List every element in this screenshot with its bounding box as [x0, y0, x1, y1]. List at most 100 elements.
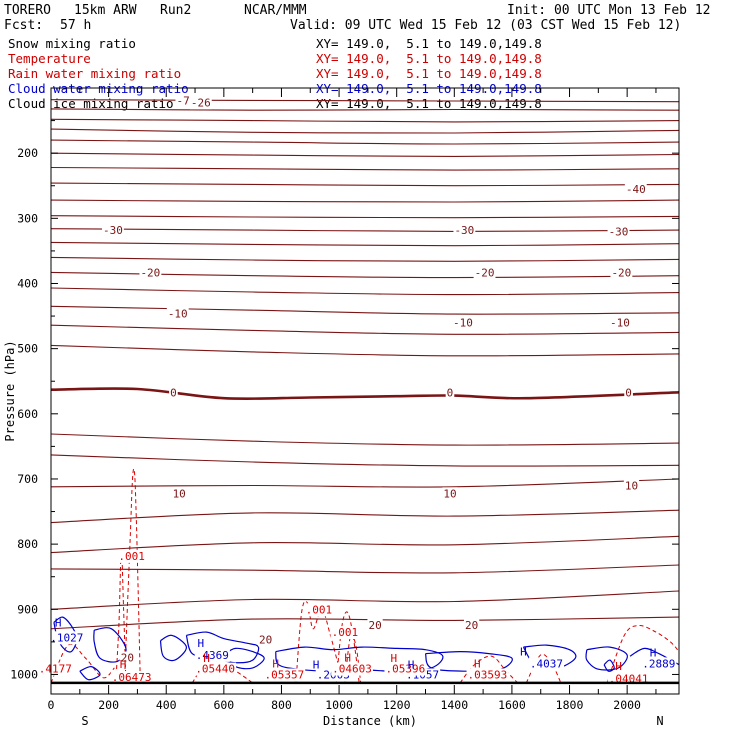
contour-label-gap — [641, 657, 677, 671]
contour-label-gap — [610, 266, 633, 280]
contour-label-gap — [452, 316, 474, 330]
contour-label-gap — [117, 549, 146, 563]
isotherm-line — [50, 433, 680, 446]
rain-contour — [335, 611, 360, 683]
contour-label-gap — [384, 662, 427, 676]
y-tick-label: 200 — [17, 146, 38, 160]
x-end-label-south: S — [81, 714, 88, 728]
contour-label: .05440 — [195, 663, 235, 676]
header-init: Init: 00 UTC Mon 13 Feb 12 — [507, 3, 711, 18]
contour-label: .001 — [118, 550, 145, 563]
isotherm-line — [50, 564, 680, 574]
extremum-mark: H — [55, 616, 62, 629]
rain-contour — [295, 600, 340, 683]
contour-label: .06473 — [112, 671, 152, 684]
x-tick-label: 1600 — [498, 698, 526, 712]
y-tick-label: 600 — [17, 407, 38, 421]
x-axis-label: Distance (km) — [323, 714, 417, 728]
contour-label-gap — [257, 633, 274, 647]
contour-label-gap — [609, 316, 631, 330]
field-xy-cloud-ice: XY= 149.0, 5.1 to 149.0,149.8 — [316, 96, 542, 111]
contour-label: -26 — [191, 96, 211, 109]
cloud-water-contour — [603, 659, 615, 672]
contour-label: -30 — [103, 224, 123, 237]
cloud-water-contour — [159, 634, 187, 662]
temperature-isotherms — [50, 99, 680, 630]
extremum-mark: H — [203, 652, 210, 665]
cloud-water-contour — [93, 627, 127, 663]
y-tick-label: 400 — [17, 276, 38, 290]
contour-label: -10 — [610, 317, 630, 330]
extremum-mark: H — [120, 658, 127, 671]
contour-label-gap — [528, 657, 565, 671]
extremum-mark: H — [408, 659, 415, 672]
extremum-mark: H — [650, 646, 657, 659]
contour-label: -30 — [609, 225, 629, 238]
contour-label: 20 — [465, 619, 478, 632]
rain-contour — [344, 633, 362, 683]
contour-label: 10 — [173, 487, 186, 500]
contour-label: 0 — [170, 386, 177, 399]
rain-contours — [50, 468, 680, 684]
x-tick-label: 600 — [213, 698, 234, 712]
header-valid: Valid: 09 UTC Wed 15 Feb 12 (03 CST Wed … — [290, 18, 682, 33]
y-tick-label: 800 — [17, 537, 38, 551]
contour-label-gap — [624, 183, 647, 196]
cloud-water-contour — [585, 646, 628, 671]
extremum-mark: H — [272, 657, 279, 670]
isotherm-line — [50, 271, 680, 279]
isotherm-line — [50, 387, 680, 401]
contour-label-gap — [607, 225, 630, 239]
x-tick-label: 1800 — [556, 698, 584, 712]
contour-label-gap — [466, 668, 509, 682]
rain-contour — [50, 643, 115, 684]
isotherm-line — [50, 108, 680, 111]
rain-contour — [115, 550, 127, 683]
contour-label: 20 — [259, 633, 272, 646]
header-fcst-label: Fcst: — [4, 18, 44, 33]
contour-label-gap — [171, 487, 187, 501]
isotherm-line — [50, 228, 680, 232]
extremum-mark: H — [344, 652, 351, 665]
field-xy-rain: XY= 149.0, 5.1 to 149.0,149.8 — [316, 66, 542, 81]
field-name-snow: Snow mixing ratio — [8, 36, 136, 51]
contour-label-gap — [189, 96, 212, 110]
header-org: NCAR/MMM — [244, 3, 307, 18]
contour-label-gap — [463, 618, 480, 632]
isotherm-line — [50, 215, 680, 219]
x-tick-label: 1000 — [325, 698, 353, 712]
isotherm-line — [50, 305, 680, 315]
x-tick-label: 1400 — [440, 698, 468, 712]
contour-label: .05357 — [264, 668, 304, 681]
isotherm-line — [50, 616, 680, 630]
contour-label: .001 — [306, 603, 333, 616]
contour-label: 10 — [625, 479, 638, 492]
contour-label-gap — [624, 386, 633, 400]
contour-label-gap — [330, 626, 360, 640]
isotherm-line — [50, 128, 680, 134]
contour-label: .001 — [332, 626, 359, 639]
contour-label-gap — [119, 651, 135, 665]
contour-label: 10 — [443, 487, 456, 500]
header-fcst-value: 57 h — [60, 18, 92, 33]
contour-label: 0 — [625, 386, 632, 399]
contour-label: 20 — [121, 652, 134, 665]
header-resolution: 15km ARW — [74, 3, 137, 18]
isotherm-line — [50, 256, 680, 262]
contour-label-gap — [263, 668, 306, 682]
isotherm-line — [50, 118, 680, 123]
contour-label: -20 — [140, 266, 160, 279]
y-tick-label: 300 — [17, 211, 38, 225]
isotherm-line — [50, 324, 680, 335]
contour-label: -30 — [454, 224, 474, 237]
cloud-water-contour — [79, 665, 101, 681]
contour-label: .4369 — [196, 649, 229, 662]
isotherm-line — [50, 287, 680, 296]
isotherm-line — [50, 509, 680, 524]
contour-label-gap — [101, 224, 124, 238]
field-xy-snow: XY= 149.0, 5.1 to 149.0,149.8 — [316, 36, 542, 51]
x-tick-label: 200 — [98, 698, 119, 712]
contour-label: .03593 — [468, 668, 508, 681]
y-tick-label: 1000 — [10, 667, 38, 681]
contour-label-gap — [331, 662, 373, 676]
